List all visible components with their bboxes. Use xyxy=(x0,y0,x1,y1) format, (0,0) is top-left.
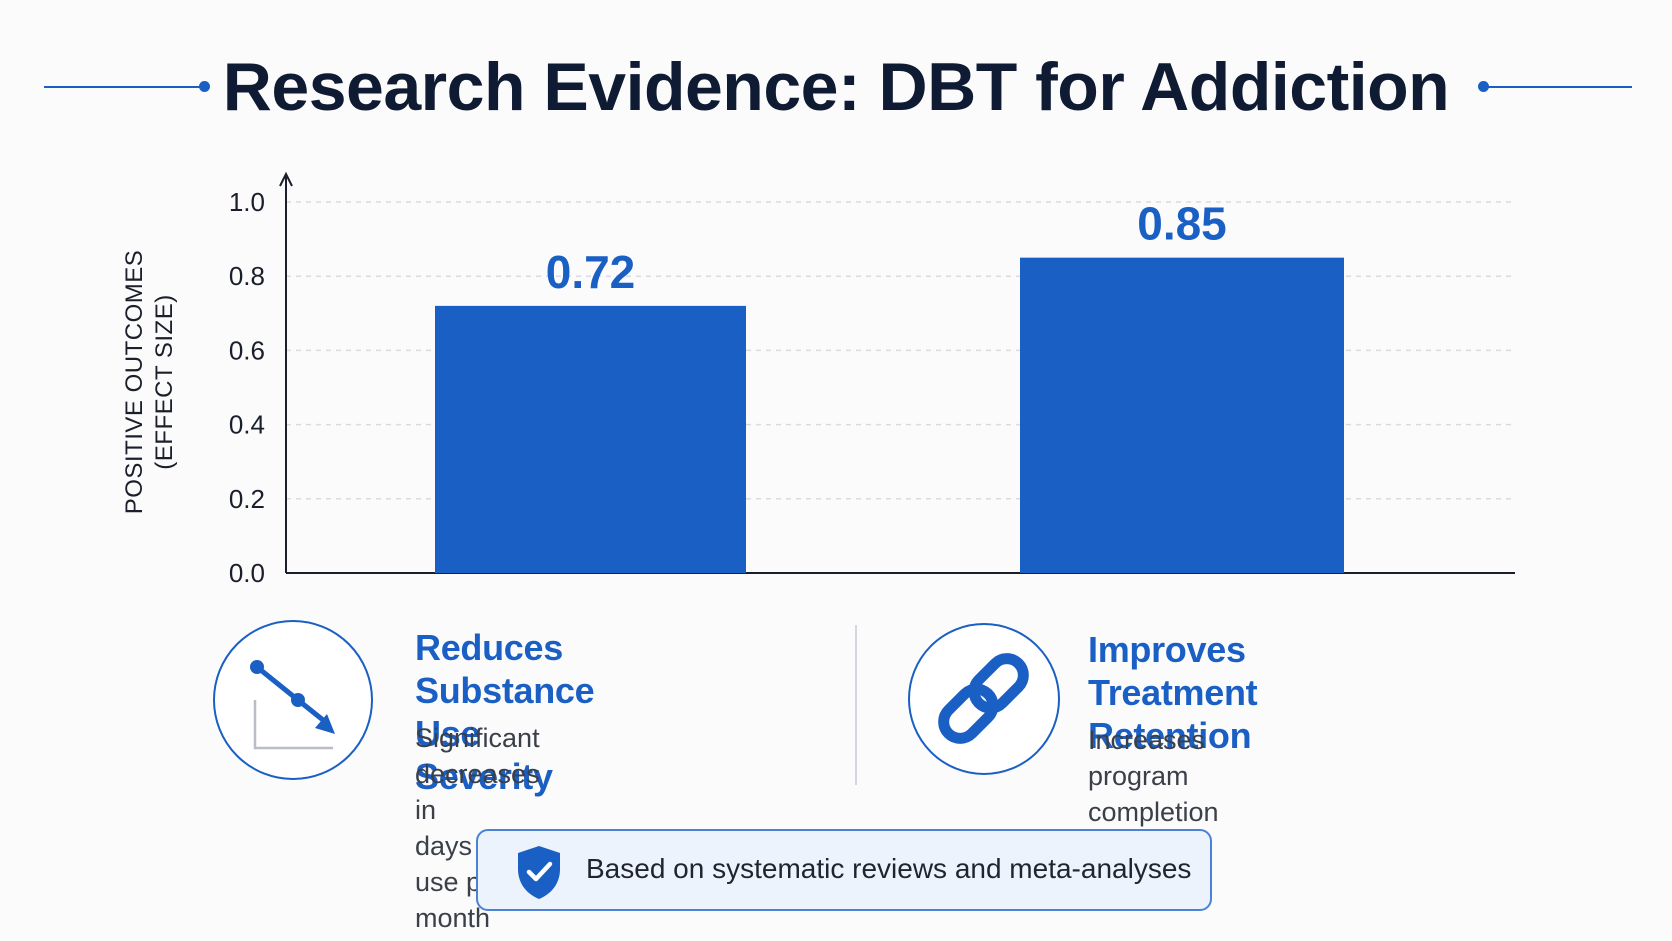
title-right-rule xyxy=(1484,86,1632,88)
y-tick-label: 0.0 xyxy=(229,558,265,588)
bar xyxy=(435,305,746,573)
y-axis-label: POSITIVE OUTCOMES (EFFECT SIZE) xyxy=(121,250,178,515)
y-tick-label: 1.0 xyxy=(229,187,265,217)
title-left-dot xyxy=(199,81,210,92)
feature-heading: Reduces Substance Use Severity xyxy=(415,626,595,798)
title-left-rule xyxy=(44,86,202,88)
y-tick-label: 0.6 xyxy=(229,335,265,365)
title-right-dot xyxy=(1478,81,1489,92)
bar-value-label: 0.85 xyxy=(1137,198,1227,250)
y-axis-label-line: (EFFECT SIZE) xyxy=(151,294,178,469)
y-tick-label: 0.2 xyxy=(229,484,265,514)
feature-desc-line: Increases program xyxy=(1088,725,1206,791)
trend-down-icon xyxy=(213,620,373,780)
evidence-footer: Based on systematic reviews and meta-ana… xyxy=(476,829,1212,911)
shield-check-icon xyxy=(518,846,560,899)
y-axis-label-line: POSITIVE OUTCOMES xyxy=(121,250,148,515)
footer-text: Based on systematic reviews and meta-ana… xyxy=(586,853,1192,884)
link-icon xyxy=(908,623,1060,775)
feature-heading-line: Use Severity xyxy=(415,713,553,797)
y-axis-arrow xyxy=(279,171,293,187)
bar xyxy=(1020,257,1344,573)
feature-heading-line: Improves Treatment xyxy=(1088,629,1258,713)
bar-value-label: 0.72 xyxy=(546,246,636,298)
feature-divider xyxy=(855,625,857,785)
feature-heading: Improves Treatment Retention xyxy=(1088,628,1258,757)
y-tick-label: 0.4 xyxy=(229,410,265,440)
title-row: Research Evidence: DBT for Addiction xyxy=(0,40,1672,130)
y-tick-label: 0.8 xyxy=(229,261,265,291)
feature-heading-line: Retention xyxy=(1088,715,1252,756)
feature-heading-line: Reduces Substance xyxy=(415,627,595,711)
page-title: Research Evidence: DBT for Addiction xyxy=(222,49,1450,125)
bar-chart: 0.0 0.2 0.4 0.6 0.8 1.0 POSITIVE OUTCOMES (EFFE… xyxy=(121,171,1515,588)
feature-desc-line: Significant decreases in xyxy=(415,723,540,825)
